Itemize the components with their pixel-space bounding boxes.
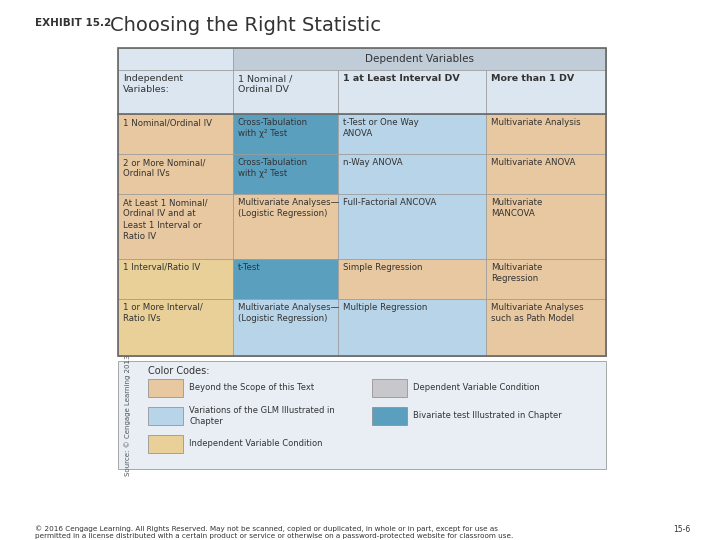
Text: Source: © Cengage Learning 2013: Source: © Cengage Learning 2013	[125, 354, 131, 476]
Text: 1 Nominal /
Ordinal DV: 1 Nominal / Ordinal DV	[238, 74, 292, 94]
Text: 2 or More Nominal/
Ordinal IVs: 2 or More Nominal/ Ordinal IVs	[123, 158, 205, 178]
Bar	[338, 114, 486, 154]
Text: 15-6: 15-6	[672, 525, 690, 534]
Text: Cross-Tabulation
with χ² Test: Cross-Tabulation with χ² Test	[238, 158, 308, 178]
Text: 1 Nominal/Ordinal IV: 1 Nominal/Ordinal IV	[123, 118, 212, 127]
Text: Multiple Regression: Multiple Regression	[343, 303, 428, 312]
Bar	[338, 299, 486, 356]
Bar	[486, 70, 606, 114]
Text: Beyond the Scope of this Text: Beyond the Scope of this Text	[189, 383, 314, 393]
Text: Multivariate Analyses
such as Path Model: Multivariate Analyses such as Path Model	[491, 303, 584, 323]
Bar	[233, 48, 606, 70]
Bar	[148, 435, 183, 453]
Bar	[486, 114, 606, 154]
Bar	[118, 259, 233, 299]
Bar	[372, 407, 407, 425]
Text: t-Test: t-Test	[238, 263, 261, 272]
Bar	[233, 114, 338, 154]
Bar	[338, 70, 486, 114]
Text: 1 or More Interval/
Ratio IVs: 1 or More Interval/ Ratio IVs	[123, 303, 203, 323]
Bar	[338, 154, 486, 194]
Bar	[118, 154, 233, 194]
Text: n-Way ANOVA: n-Way ANOVA	[343, 158, 402, 167]
Text: Choosing the Right Statistic: Choosing the Right Statistic	[110, 16, 381, 35]
Bar	[118, 194, 233, 259]
Text: Variations of the GLM Illustrated in
Chapter: Variations of the GLM Illustrated in Cha…	[189, 406, 335, 426]
Text: EXHIBIT 15.2: EXHIBIT 15.2	[35, 18, 112, 28]
Text: Multivariate Analyses—
(Logistic Regression): Multivariate Analyses— (Logistic Regress…	[238, 303, 339, 323]
Bar	[118, 361, 606, 469]
Text: Simple Regression: Simple Regression	[343, 263, 423, 272]
Text: More than 1 DV: More than 1 DV	[491, 74, 575, 83]
Text: Dependent Variables: Dependent Variables	[365, 55, 474, 64]
Bar	[233, 259, 338, 299]
Text: © 2016 Cengage Learning. All Rights Reserved. May not be scanned, copied or dupl: © 2016 Cengage Learning. All Rights Rese…	[35, 525, 513, 539]
Text: Color Codes:: Color Codes:	[148, 366, 210, 376]
Text: At Least 1 Nominal/
Ordinal IV and at
Least 1 Interval or
Ratio IV: At Least 1 Nominal/ Ordinal IV and at Le…	[123, 198, 207, 241]
Bar	[486, 259, 606, 299]
Bar	[148, 379, 183, 397]
Bar	[486, 154, 606, 194]
Text: Cross-Tabulation
with χ² Test: Cross-Tabulation with χ² Test	[238, 118, 308, 138]
Text: t-Test or One Way
ANOVA: t-Test or One Way ANOVA	[343, 118, 419, 138]
Bar	[118, 70, 233, 114]
Bar	[486, 194, 606, 259]
Text: Bivariate test Illustrated in Chapter: Bivariate test Illustrated in Chapter	[413, 411, 562, 421]
Bar	[118, 114, 233, 154]
Bar	[486, 299, 606, 356]
Text: Dependent Variable Condition: Dependent Variable Condition	[413, 383, 540, 393]
Text: Multivariate
Regression: Multivariate Regression	[491, 263, 542, 284]
Bar	[338, 194, 486, 259]
Text: Multivariate Analyses—
(Logistic Regression): Multivariate Analyses— (Logistic Regress…	[238, 198, 339, 219]
Text: Independent
Variables:: Independent Variables:	[123, 74, 183, 94]
Text: Multivariate ANOVA: Multivariate ANOVA	[491, 158, 575, 167]
Text: Multivariate Analysis: Multivariate Analysis	[491, 118, 580, 127]
Bar	[233, 299, 338, 356]
Bar	[233, 194, 338, 259]
Text: Full-Factorial ANCOVA: Full-Factorial ANCOVA	[343, 198, 436, 207]
Bar	[118, 48, 233, 70]
Text: Multivariate
MANCOVA: Multivariate MANCOVA	[491, 198, 542, 219]
Text: 1 at Least Interval DV: 1 at Least Interval DV	[343, 74, 460, 83]
Bar	[233, 70, 338, 114]
Bar	[372, 379, 407, 397]
Text: Independent Variable Condition: Independent Variable Condition	[189, 440, 323, 449]
Bar	[118, 48, 606, 356]
Bar	[118, 299, 233, 356]
Bar	[148, 407, 183, 425]
Bar	[233, 154, 338, 194]
Text: 1 Interval/Ratio IV: 1 Interval/Ratio IV	[123, 263, 200, 272]
Bar	[338, 259, 486, 299]
